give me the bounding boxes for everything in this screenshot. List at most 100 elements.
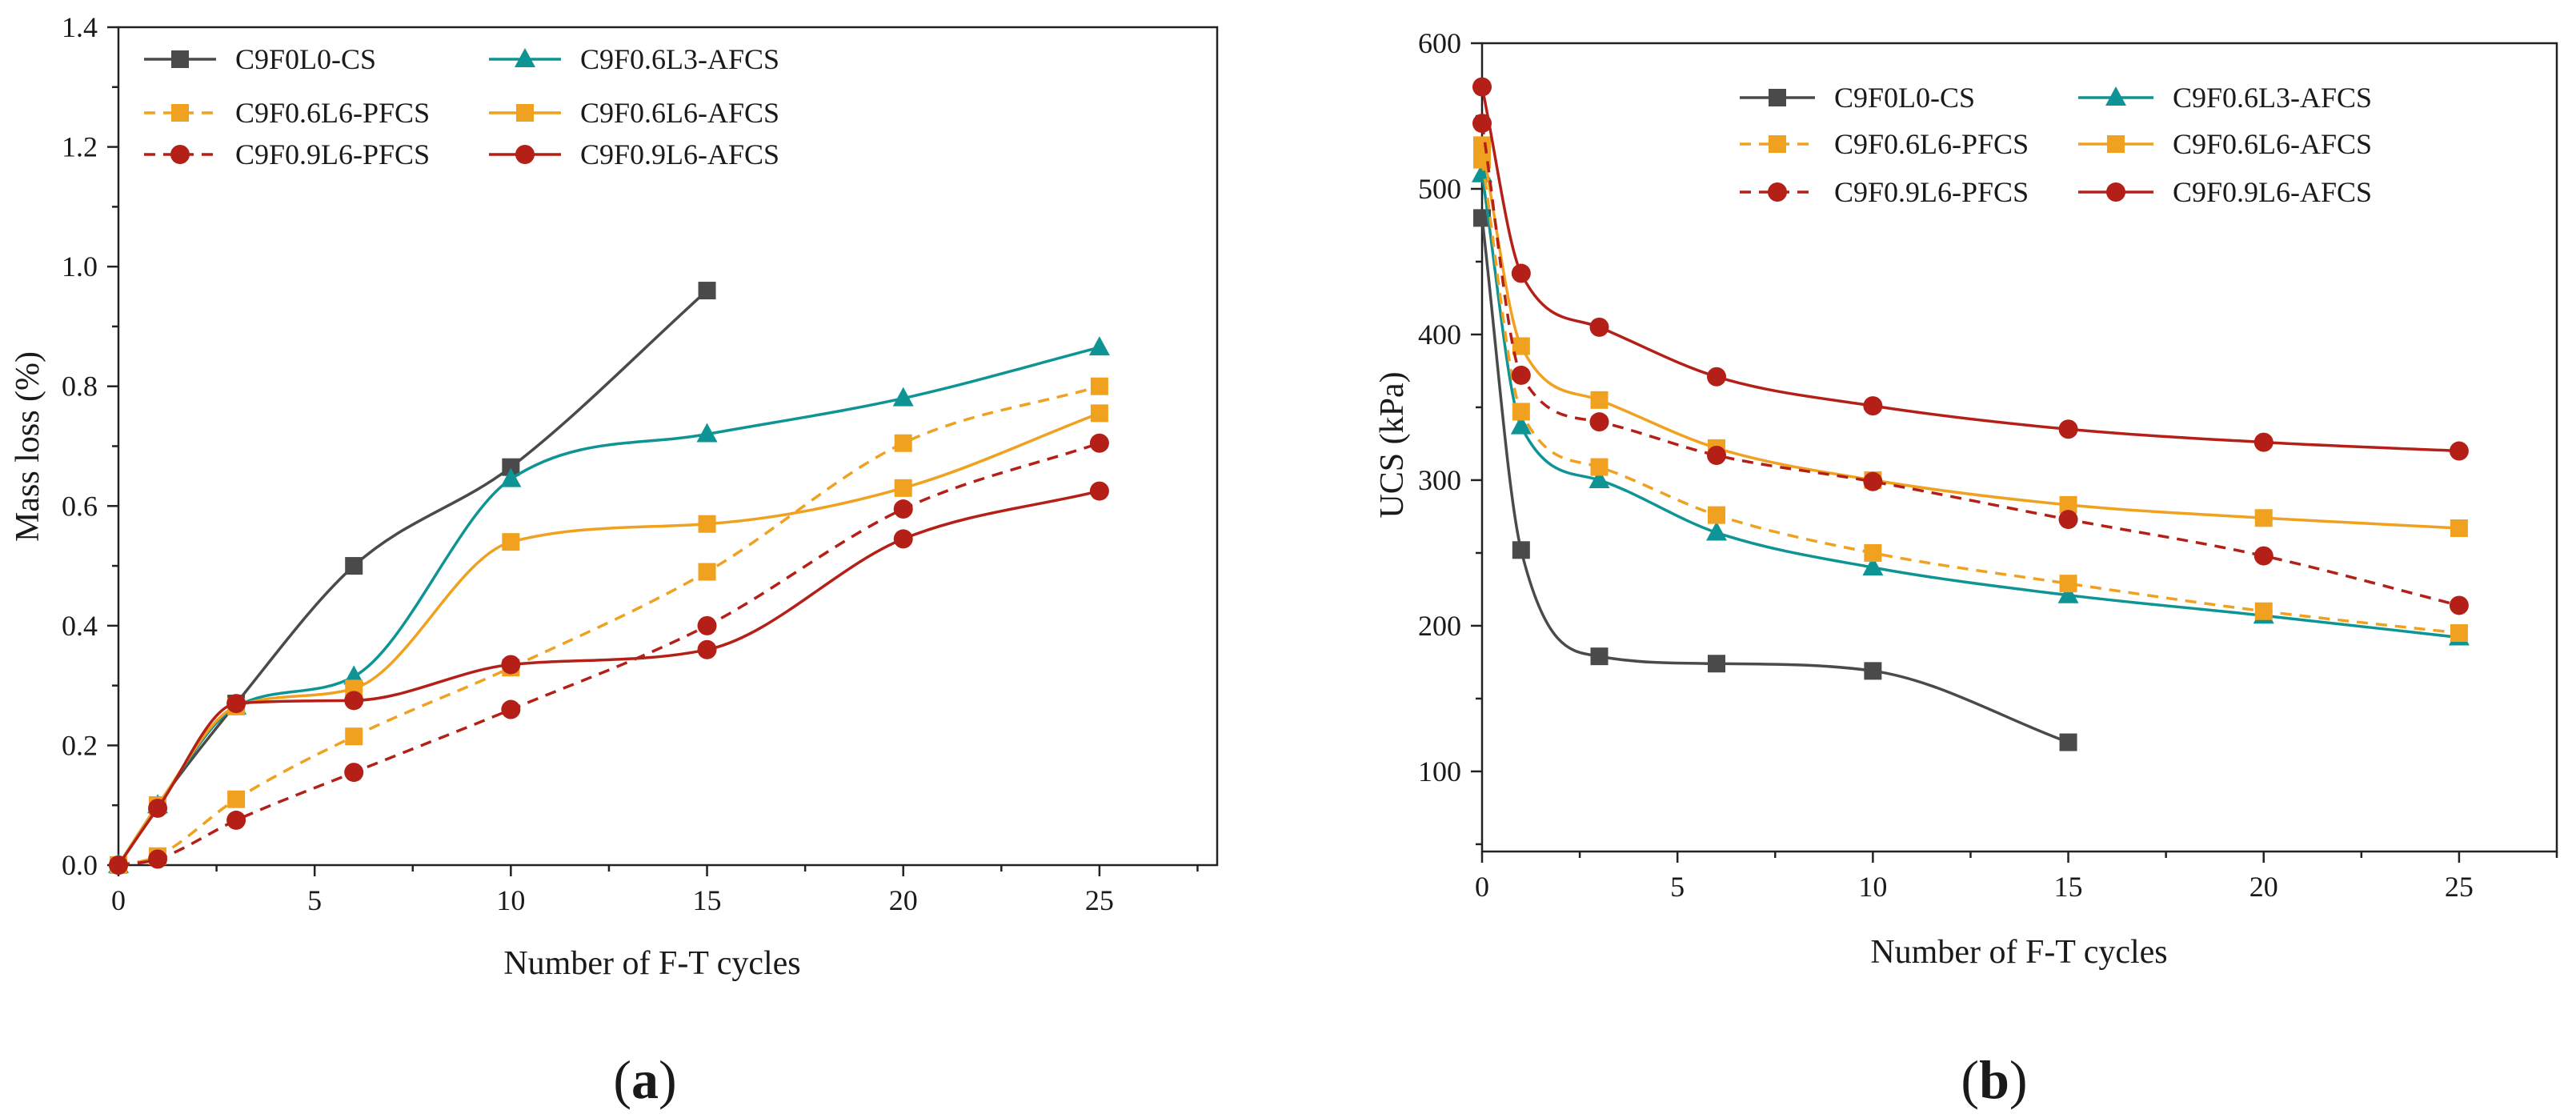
legend-marker-C9F0.6L6-PFCS <box>171 104 189 122</box>
legend-label-C9F0.6L3-AFCS: C9F0.6L3-AFCS <box>2173 82 2372 114</box>
data-point-C9F0.9L6-AFCS-6 <box>1707 367 1727 387</box>
y-tick-label-b: 300 <box>1418 464 1461 496</box>
data-point-C9F0.9L6-PFCS-15 <box>2058 510 2078 530</box>
x-tick-label-a: 15 <box>693 884 722 916</box>
x-tick-label-a: 0 <box>111 884 126 916</box>
legend-label-C9F0.9L6-PFCS: C9F0.9L6-PFCS <box>1834 176 2029 208</box>
legend-label-C9F0L0-CS: C9F0L0-CS <box>1834 82 1975 114</box>
series-C9F0L0-CS <box>1473 209 2077 751</box>
plot-frame-b <box>1480 42 2558 853</box>
series-C9F0.9L6-AFCS <box>1472 77 2469 461</box>
legend-label-C9F0.9L6-AFCS: C9F0.9L6-AFCS <box>2173 176 2372 208</box>
data-point-C9F0.9L6-AFCS-10 <box>1863 396 1883 416</box>
legend-marker-C9F0.6L6-AFCS <box>516 104 534 122</box>
data-point-C9F0.9L6-PFCS-10 <box>501 699 521 719</box>
legend-marker-C9F0.6L6-PFCS <box>1769 135 1786 153</box>
data-point-C9F0.6L6-AFCS-15 <box>698 515 716 533</box>
x-axis-title-a: Number of F-T cycles <box>503 945 800 982</box>
data-point-C9F0.9L6-PFCS-20 <box>2253 546 2274 566</box>
legend-label-C9F0.6L3-AFCS: C9F0.6L3-AFCS <box>580 43 779 75</box>
data-point-C9F0.9L6-PFCS-3 <box>226 810 246 830</box>
data-point-C9F0.9L6-AFCS-6 <box>344 691 364 711</box>
y-tick-label-a: 0.6 <box>62 490 98 522</box>
x-tick-label-a: 5 <box>307 884 322 916</box>
chart-a: 0 5 10 15 20 25 0.0 0.2 0.4 0.6 0.8 1.0 1.2 1.4 C9F0L0… <box>62 11 1219 916</box>
y-tick-label-a: 0.4 <box>62 610 98 642</box>
legend-label-C9F0L0-CS: C9F0L0-CS <box>235 43 376 75</box>
data-point-C9F0.6L6-AFCS-1 <box>1512 337 1530 355</box>
x-tick-label-b: 15 <box>2054 871 2083 903</box>
data-point-C9F0.6L6-PFCS-20 <box>894 434 912 452</box>
data-point-C9F0L0-CS-15 <box>2059 733 2077 751</box>
y-tick-label-a: 1.4 <box>62 11 98 43</box>
y-tick-label-b: 200 <box>1418 610 1461 642</box>
data-point-C9F0.6L6-AFCS-20 <box>2254 509 2273 527</box>
legend-marker-C9F0L0-CS <box>1769 89 1786 106</box>
data-point-C9F0.9L6-PFCS-6 <box>1707 446 1727 466</box>
data-point-C9F0.9L6-AFCS-0 <box>1472 77 1492 97</box>
x-tick-label-a: 25 <box>1085 884 1114 916</box>
legend-marker-C9F0.6L3-AFCS <box>515 48 535 67</box>
y-tick-label-b: 600 <box>1418 27 1461 59</box>
panel-a-mass-loss: Number of F-T cycles Mass loss (%) (a) <box>10 351 801 1110</box>
data-point-C9F0.6L3-AFCS-10 <box>500 467 522 487</box>
legend-marker-C9F0.9L6-AFCS <box>2106 182 2125 202</box>
x-tick-label-b: 20 <box>2249 871 2278 903</box>
y-tick-label-b: 500 <box>1418 173 1461 205</box>
panel-caption-a: (a) <box>613 1049 676 1110</box>
series-C9F0.9L6-AFCS <box>109 481 1109 875</box>
series-C9F0.9L6-PFCS <box>109 433 1109 875</box>
data-point-C9F0L0-CS-15 <box>698 282 716 300</box>
data-point-C9F0.9L6-PFCS-6 <box>344 763 364 783</box>
legend-marker-C9F0.9L6-PFCS <box>170 145 190 164</box>
data-point-C9F0.6L6-AFCS-25 <box>2450 519 2468 537</box>
data-point-C9F0.6L6-PFCS-15 <box>2059 575 2077 593</box>
legend-label-C9F0.6L6-PFCS: C9F0.6L6-PFCS <box>235 97 430 129</box>
y-tick-label-a: 0.2 <box>62 729 98 761</box>
data-point-C9F0.6L6-AFCS-25 <box>1090 404 1108 423</box>
legend-b: C9F0L0-CS C9F0.6L3-AFCS C9F0.6L6-PFCS C9F0.… <box>1740 82 2372 208</box>
data-point-C9F0.9L6-PFCS-1 <box>148 849 168 869</box>
y-tick-label-a: 1.0 <box>62 250 98 283</box>
data-point-C9F0L0-CS-6 <box>1708 655 1726 673</box>
y-tick-label-a: 0.8 <box>62 371 98 403</box>
data-point-C9F0.9L6-AFCS-1 <box>148 798 168 818</box>
data-point-C9F0.6L3-AFCS-6 <box>1706 521 1728 541</box>
data-point-C9F0.9L6-AFCS-3 <box>1589 317 1609 337</box>
legend-label-C9F0.6L6-AFCS: C9F0.6L6-AFCS <box>2173 128 2372 160</box>
data-point-C9F0.9L6-AFCS-15 <box>2058 419 2078 439</box>
legend-label-C9F0.6L6-AFCS: C9F0.6L6-AFCS <box>580 97 779 129</box>
x-tick-label-b: 0 <box>1475 871 1489 903</box>
x-tick-label-a: 10 <box>496 884 525 916</box>
data-point-C9F0.9L6-AFCS-1 <box>1511 263 1531 283</box>
data-point-C9F0L0-CS-3 <box>1590 647 1608 666</box>
y-tick-label-b: 100 <box>1418 755 1461 787</box>
data-point-C9F0L0-CS-10 <box>502 458 520 476</box>
data-point-C9F0L0-CS-1 <box>1512 541 1530 559</box>
data-point-C9F0.6L3-AFCS-15 <box>696 423 718 443</box>
data-point-C9F0.9L6-AFCS-0 <box>109 856 128 875</box>
legend-marker-C9F0.6L6-AFCS <box>2107 135 2125 153</box>
x-tick-label-a: 20 <box>889 884 918 916</box>
data-point-C9F0.9L6-PFCS-10 <box>1863 471 1883 491</box>
panel-caption-b: (b) <box>1961 1049 2027 1110</box>
data-point-C9F0.6L3-AFCS-15 <box>2057 583 2079 603</box>
legend-marker-C9F0.6L3-AFCS <box>2105 86 2126 106</box>
data-point-C9F0.6L3-AFCS-1 <box>1510 415 1532 435</box>
data-point-C9F0.6L6-AFCS-0 <box>1473 136 1491 154</box>
data-point-C9F0.9L6-PFCS-25 <box>1089 433 1109 453</box>
data-point-C9F0.9L6-PFCS-15 <box>697 615 717 635</box>
data-point-C9F0.6L6-PFCS-25 <box>1090 377 1108 395</box>
legend-marker-C9F0.9L6-AFCS <box>515 145 535 164</box>
data-point-C9F0.9L6-AFCS-20 <box>893 529 913 549</box>
data-point-C9F0.9L6-AFCS-3 <box>226 694 246 714</box>
data-point-C9F0.9L6-AFCS-10 <box>501 655 521 675</box>
data-point-C9F0.9L6-PFCS-3 <box>1589 412 1609 432</box>
series-line-C9F0L0-CS <box>1480 218 2069 744</box>
data-point-C9F0.9L6-PFCS-20 <box>893 499 913 519</box>
data-point-C9F0.6L6-AFCS-15 <box>2059 495 2077 514</box>
data-point-C9F0.9L6-AFCS-20 <box>2253 432 2274 452</box>
